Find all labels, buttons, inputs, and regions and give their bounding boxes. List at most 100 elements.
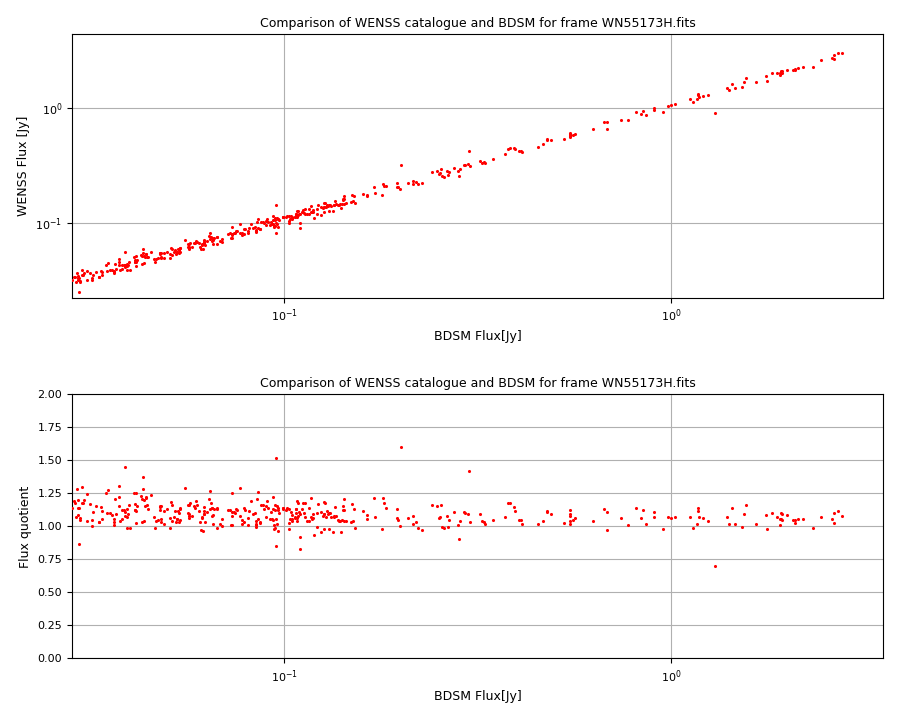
Point (202, 228, 217, 239)
Point (507, 143, 521, 154)
Point (203, 231, 218, 243)
Point (173, 242, 187, 253)
Point (113, 264, 128, 276)
Point (195, 511, 210, 523)
Point (597, 503, 611, 515)
Point (586, 124, 600, 135)
Point (770, 512, 784, 523)
Point (122, 500, 136, 511)
Point (271, 503, 285, 514)
Point (246, 222, 260, 234)
Point (225, 510, 239, 521)
Point (103, 264, 117, 276)
Point (94, 269, 109, 281)
Point (392, 183, 407, 194)
Point (270, 218, 284, 230)
Point (225, 507, 239, 518)
Point (183, 498, 197, 509)
Point (323, 200, 338, 212)
Point (760, 75, 774, 86)
Point (69, 512, 84, 523)
Point (121, 259, 135, 271)
Point (544, 509, 558, 521)
Point (249, 225, 264, 237)
Point (310, 498, 325, 510)
Point (774, 67, 788, 78)
Point (291, 210, 305, 222)
Point (292, 208, 306, 220)
Point (720, 511, 734, 523)
Point (136, 243, 150, 255)
Point (451, 519, 465, 531)
Point (774, 508, 788, 519)
Point (118, 462, 132, 473)
Point (101, 484, 115, 495)
Point (134, 250, 148, 261)
Point (268, 500, 283, 511)
Point (237, 517, 251, 528)
Point (297, 508, 311, 519)
Point (148, 256, 162, 268)
Point (457, 159, 472, 171)
Point (284, 210, 298, 222)
Point (477, 517, 491, 528)
Point (376, 180, 391, 192)
Point (79, 266, 94, 277)
Point (100, 508, 114, 519)
Point (331, 516, 346, 527)
Point (117, 259, 131, 271)
Point (306, 529, 320, 541)
Point (128, 498, 142, 510)
Point (347, 190, 362, 202)
Point (210, 522, 224, 534)
Point (248, 225, 263, 236)
Point (317, 197, 331, 209)
Point (337, 194, 351, 205)
Point (562, 505, 577, 516)
Point (540, 505, 554, 517)
Point (429, 500, 444, 512)
Point (283, 213, 297, 225)
Point (137, 494, 151, 505)
Point (291, 510, 305, 521)
Point (295, 204, 310, 215)
Point (181, 508, 195, 519)
Point (276, 503, 291, 514)
Point (317, 207, 331, 218)
Point (290, 204, 304, 216)
Point (112, 491, 126, 503)
Point (108, 493, 122, 505)
Point (107, 513, 122, 524)
Point (275, 211, 290, 222)
Point (135, 494, 149, 505)
Point (118, 506, 132, 518)
Point (319, 511, 333, 523)
Point (86, 272, 100, 284)
Point (310, 199, 325, 211)
Point (691, 88, 706, 99)
Point (770, 68, 784, 79)
Point (259, 511, 274, 523)
Point (263, 513, 277, 525)
Title: Comparison of WENSS catalogue and BDSM for frame WN55173H.fits: Comparison of WENSS catalogue and BDSM f… (260, 17, 696, 30)
Point (120, 522, 134, 534)
Point (233, 227, 248, 238)
Point (71, 509, 86, 521)
Point (668, 98, 682, 109)
Point (151, 253, 166, 264)
Point (71, 539, 86, 550)
Point (127, 256, 141, 268)
Point (474, 516, 489, 527)
Point (544, 134, 558, 145)
Point (118, 510, 132, 521)
Point (835, 48, 850, 59)
Point (149, 253, 164, 265)
Point (348, 197, 363, 209)
Point (376, 498, 391, 509)
Point (89, 500, 104, 512)
Point (121, 508, 135, 520)
Point (317, 508, 331, 519)
Point (291, 210, 305, 221)
Point (720, 83, 734, 94)
Point (300, 515, 314, 526)
